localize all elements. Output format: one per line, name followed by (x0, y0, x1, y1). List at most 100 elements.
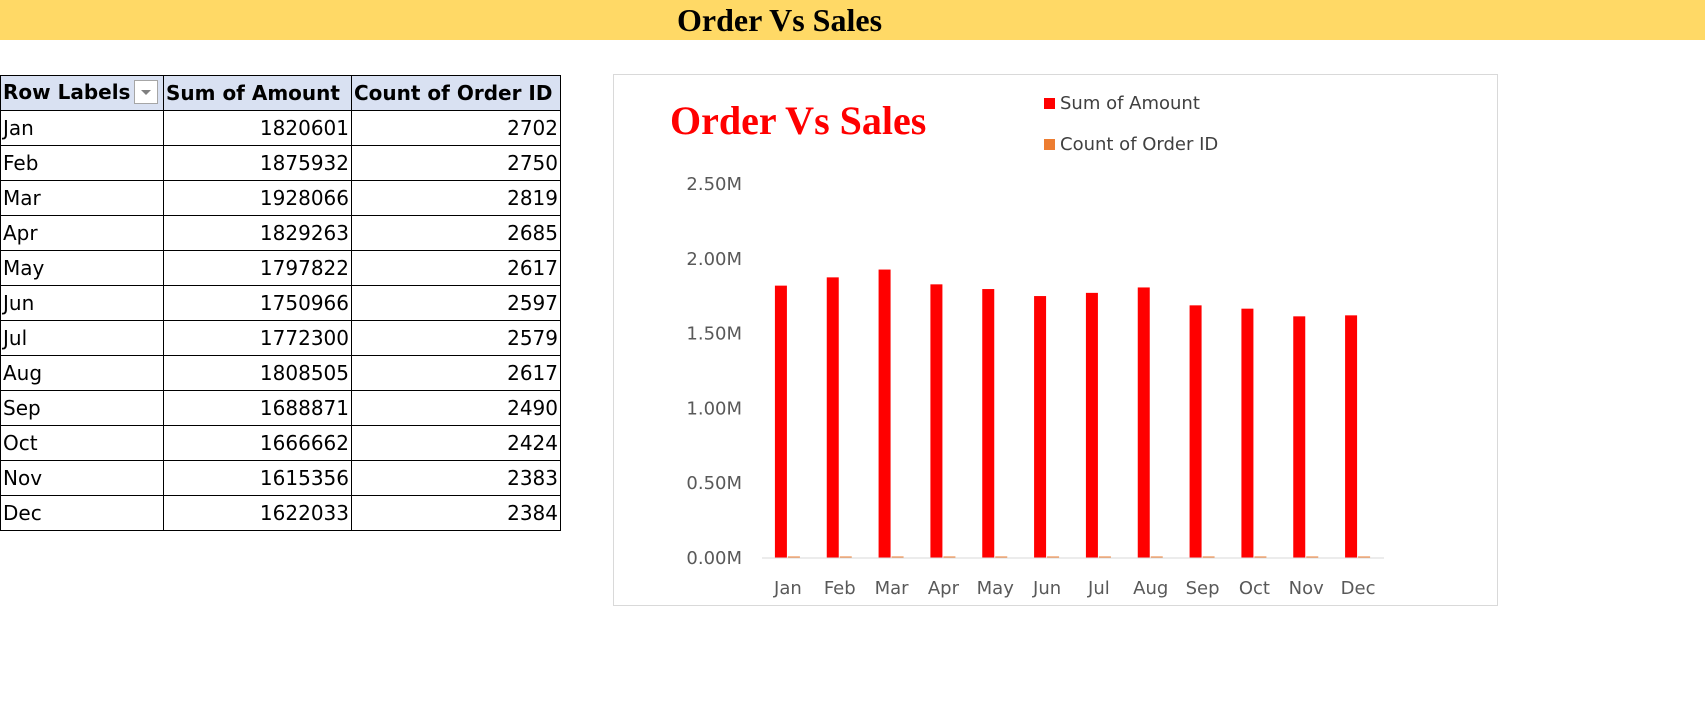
bar-count-of-order-id (787, 556, 800, 558)
table-row: Apr 1829263 2685 (0, 215, 561, 251)
bar-sum-of-amount (1293, 316, 1306, 558)
count-of-order-id-cell: 2617 (351, 250, 561, 286)
sum-of-amount-cell: 1829263 (163, 215, 352, 251)
legend-swatch-sum-of-amount (1044, 97, 1055, 109)
bar-count-of-order-id (1358, 556, 1371, 558)
legend-swatch-count-of-order-id (1044, 138, 1055, 150)
count-of-order-id-cell: 2490 (351, 390, 561, 426)
sum-of-amount-cell: 1772300 (163, 320, 352, 356)
legend-label-sum-of-amount: Sum of Amount (1060, 92, 1200, 114)
count-of-order-id-cell: 2702 (351, 110, 561, 146)
row-label-cell: Jun (0, 285, 164, 321)
x-tick-label: Apr (928, 578, 960, 599)
row-label-cell: Jul (0, 320, 164, 356)
count-of-order-id-cell: 2579 (351, 320, 561, 356)
sum-of-amount-cell: 1666662 (163, 425, 352, 461)
sum-of-amount-cell: 1750966 (163, 285, 352, 321)
count-of-order-id-cell: 2424 (351, 425, 561, 461)
row-label-cell: Feb (0, 145, 164, 181)
y-tick-label: 2.00M (686, 249, 742, 270)
filter-dropdown-icon[interactable] (134, 79, 159, 104)
chart-area[interactable]: 0.00M 0.50M 1.00M 1.50M 2.00M 2.50M Jan Feb Mar A… (613, 74, 1498, 606)
count-of-order-id-cell: 2819 (351, 180, 561, 216)
table-row: May 1797822 2617 (0, 250, 561, 286)
bar-count-of-order-id (1306, 556, 1319, 558)
x-tick-label: Nov (1289, 578, 1324, 599)
table-row: Aug 1808505 2617 (0, 355, 561, 391)
table-row: Nov 1615356 2383 (0, 460, 561, 496)
bar-sum-of-amount (1137, 287, 1150, 558)
table-row: Jun 1750966 2597 (0, 285, 561, 321)
bar-count-of-order-id (1150, 556, 1163, 558)
bar-chart: 0.00M 0.50M 1.00M 1.50M 2.00M 2.50M Jan Feb Mar A… (686, 174, 1384, 599)
legend-item-count-of-order-id: Count of Order ID (1044, 133, 1219, 155)
header-count-of-order-id: Count of Order ID (351, 75, 561, 111)
legend-label-count-of-order-id: Count of Order ID (1060, 133, 1219, 155)
bar-sum-of-amount (826, 277, 839, 558)
header-row-labels-text: Row Labels (3, 80, 131, 105)
y-tick-label: 0.00M (686, 548, 742, 569)
count-of-order-id-cell: 2383 (351, 460, 561, 496)
count-of-order-id-cell: 2750 (351, 145, 561, 181)
header-sum-of-amount: Sum of Amount (163, 75, 352, 111)
y-tick-label: 1.50M (686, 324, 742, 345)
bar-sum-of-amount (1241, 308, 1254, 558)
x-tick-label: Dec (1341, 578, 1376, 599)
row-label-cell: May (0, 250, 164, 286)
count-of-order-id-cell: 2384 (351, 495, 561, 531)
x-tick-label: Oct (1239, 578, 1270, 599)
x-tick-label: Mar (875, 578, 910, 599)
y-tick-label: 0.50M (686, 473, 742, 494)
x-tick-label: Jun (1032, 578, 1061, 599)
sum-of-amount-cell: 1622033 (163, 495, 352, 531)
x-tick-label: Jan (773, 578, 802, 599)
x-tick-label: Aug (1133, 578, 1168, 599)
chart-title: Order Vs Sales (670, 98, 927, 143)
bar-sum-of-amount (1345, 315, 1358, 558)
count-of-order-id-cell: 2597 (351, 285, 561, 321)
header-row-labels: Row Labels (0, 75, 164, 111)
count-of-order-id-cell: 2617 (351, 355, 561, 391)
bar-sum-of-amount (878, 269, 891, 558)
x-tick-label: Feb (824, 578, 856, 599)
bar-count-of-order-id (995, 556, 1008, 558)
bar-sum-of-amount (930, 284, 943, 558)
row-label-cell: Jan (0, 110, 164, 146)
banner: Order Vs Sales (0, 0, 1705, 40)
bar-count-of-order-id (1202, 556, 1215, 558)
x-tick-label: Jul (1087, 578, 1110, 599)
table-row: Feb 1875932 2750 (0, 145, 561, 181)
table-row: Oct 1666662 2424 (0, 425, 561, 461)
row-label-cell: Dec (0, 495, 164, 531)
row-label-cell: Apr (0, 215, 164, 251)
bar-sum-of-amount (1085, 292, 1098, 558)
row-label-cell: Nov (0, 460, 164, 496)
bar-count-of-order-id (1254, 556, 1267, 558)
bar-count-of-order-id (839, 556, 852, 558)
sum-of-amount-cell: 1875932 (163, 145, 352, 181)
pivot-header-row: Row Labels Sum of Amount Count of Order … (0, 75, 561, 111)
count-of-order-id-cell: 2685 (351, 215, 561, 251)
table-row: Mar 1928066 2819 (0, 180, 561, 216)
x-tick-label: Sep (1186, 578, 1220, 599)
table-row: Dec 1622033 2384 (0, 495, 561, 531)
sum-of-amount-cell: 1688871 (163, 390, 352, 426)
legend-item-sum-of-amount: Sum of Amount (1044, 92, 1218, 114)
bar-count-of-order-id (1047, 556, 1060, 558)
sum-of-amount-cell: 1820601 (163, 110, 352, 146)
pivot-table: Row Labels Sum of Amount Count of Order … (0, 75, 561, 531)
bar-sum-of-amount (982, 289, 995, 558)
table-row: Jul 1772300 2579 (0, 320, 561, 356)
y-tick-label: 1.00M (686, 398, 742, 419)
bar-count-of-order-id (943, 556, 956, 558)
row-label-cell: Aug (0, 355, 164, 391)
sum-of-amount-cell: 1928066 (163, 180, 352, 216)
chart-legend: Sum of Amount Count of Order ID (1044, 93, 1218, 175)
sum-of-amount-cell: 1797822 (163, 250, 352, 286)
x-tick-label: May (977, 578, 1015, 599)
bar-count-of-order-id (891, 556, 904, 558)
table-row: Jan 1820601 2702 (0, 110, 561, 146)
bar-sum-of-amount (774, 285, 787, 558)
sum-of-amount-cell: 1615356 (163, 460, 352, 496)
row-label-cell: Oct (0, 425, 164, 461)
